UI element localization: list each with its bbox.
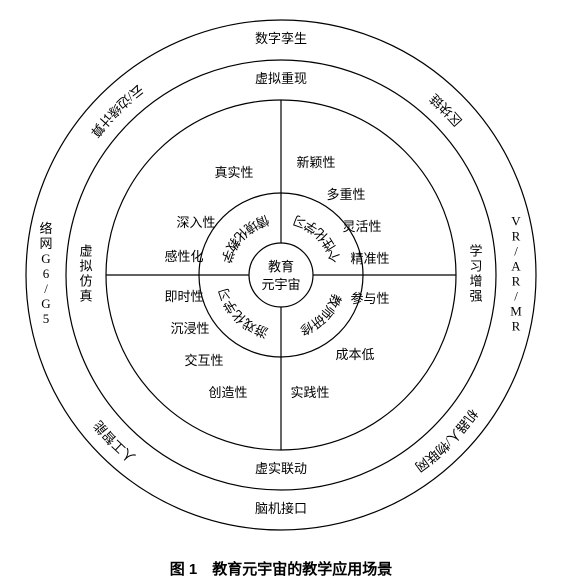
svg-text:R: R bbox=[512, 228, 521, 243]
ring2-label-3: 精准性 bbox=[350, 251, 389, 266]
svg-text:拟: 拟 bbox=[79, 258, 92, 273]
svg-text:学: 学 bbox=[469, 243, 482, 258]
ring3-label-3: 学习增强 bbox=[469, 243, 482, 303]
figure-caption: 图 1 教育元宇宙的教学应用场景 bbox=[0, 558, 562, 579]
ring3-label-1: 虚实联动 bbox=[255, 461, 307, 476]
ring4-label-1: 区块链 bbox=[427, 91, 465, 129]
ring4-label-0: 数字孪生 bbox=[255, 31, 307, 46]
ring2-label-12: 深入性 bbox=[176, 215, 215, 230]
svg-text:A: A bbox=[511, 258, 521, 273]
ring4-label-4: 脑机接口 bbox=[255, 501, 307, 516]
ring3-label-2: 虚拟仿真 bbox=[79, 243, 92, 303]
ring2-label-8: 交互性 bbox=[184, 353, 223, 368]
svg-text:M: M bbox=[510, 303, 522, 318]
ring4-label-7: 云/边缘计算 bbox=[88, 82, 147, 141]
ring2-label-4: 参与性 bbox=[350, 291, 389, 306]
svg-text:V: V bbox=[511, 213, 521, 228]
ring2-label-2: 灵活性 bbox=[342, 219, 381, 234]
svg-text:5: 5 bbox=[43, 311, 50, 326]
ring4-label-2: VR/AR/MR bbox=[510, 213, 522, 333]
ring2-label-9: 沉浸性 bbox=[170, 321, 209, 336]
svg-text:虚: 虚 bbox=[79, 243, 92, 258]
ring2-label-5: 成本低 bbox=[335, 347, 374, 362]
svg-text:R: R bbox=[512, 273, 521, 288]
ring1-label-1: 情境化教学 bbox=[218, 212, 271, 265]
svg-text:习: 习 bbox=[469, 258, 482, 273]
stage: 教育元宇宙 个性化学习情境化教学游戏化学习教师研修 新颖性多重性灵活性精准性参与性成… bbox=[0, 0, 562, 582]
ring3-label-0: 虚拟重现 bbox=[255, 71, 307, 86]
svg-text:仿: 仿 bbox=[79, 273, 92, 288]
center-label-1: 教育 bbox=[268, 259, 294, 274]
svg-text:G: G bbox=[41, 296, 50, 311]
ring2-label-6: 实践性 bbox=[290, 385, 329, 400]
center-label-2: 元宇宙 bbox=[261, 277, 300, 292]
svg-text:络: 络 bbox=[39, 221, 52, 236]
ring4-label-5: 人工智能 bbox=[91, 418, 139, 466]
svg-text:真: 真 bbox=[79, 288, 92, 303]
ring2-label-11: 感性化 bbox=[164, 249, 203, 264]
svg-text:R: R bbox=[512, 318, 521, 333]
svg-text:强: 强 bbox=[469, 288, 482, 303]
ring4-label-3: 机器人/物联网 bbox=[412, 406, 480, 474]
ring-circle-0 bbox=[249, 243, 313, 307]
diagram-svg: 教育元宇宙 个性化学习情境化教学游戏化学习教师研修 新颖性多重性灵活性精准性参与性成… bbox=[0, 0, 562, 582]
svg-text:增: 增 bbox=[469, 273, 482, 288]
ring-circle-4 bbox=[26, 20, 536, 530]
ring4-label-6: 络网G6/G5 bbox=[39, 221, 52, 326]
svg-text:/: / bbox=[514, 288, 518, 303]
ring2-label-10: 即时性 bbox=[164, 289, 203, 304]
ring1-label-0: 个性化学习 bbox=[291, 212, 344, 265]
svg-text:网: 网 bbox=[39, 236, 52, 251]
svg-text:/: / bbox=[514, 243, 518, 258]
ring2-label-0: 新颖性 bbox=[296, 155, 335, 170]
svg-text:G: G bbox=[41, 251, 50, 266]
ring1-label-3: 教师研修 bbox=[298, 292, 345, 339]
svg-text:6: 6 bbox=[43, 266, 50, 281]
ring1-label-2: 游戏化学习 bbox=[216, 286, 270, 340]
ring2-label-7: 创造性 bbox=[208, 385, 247, 400]
svg-text:/: / bbox=[44, 281, 48, 296]
ring2-label-1: 多重性 bbox=[326, 187, 365, 202]
ring2-label-13: 真实性 bbox=[214, 165, 253, 180]
